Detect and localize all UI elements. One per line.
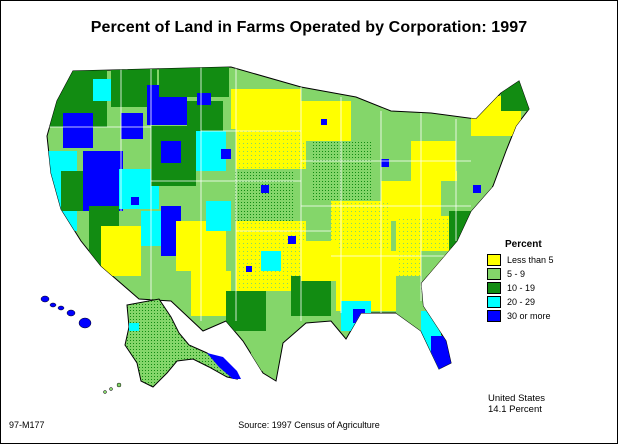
hawaii-region <box>40 295 92 329</box>
map-legend: Percent Less than 5 5 - 9 10 - 19 20 - 2… <box>487 239 567 323</box>
source-note: Source: 1997 Census of Agriculture <box>238 420 380 430</box>
legend-label: 10 - 19 <box>507 283 536 293</box>
legend-label: Less than 5 <box>507 255 554 265</box>
legend-label: 30 or more <box>507 311 551 321</box>
legend-swatch <box>487 268 501 280</box>
hawaii-island <box>66 309 76 317</box>
aleutian-island <box>103 390 107 394</box>
conus-region <box>46 66 530 382</box>
hawaii-island <box>78 317 92 329</box>
legend-swatch <box>487 310 501 322</box>
legend-title: Percent <box>505 239 542 250</box>
us-total-line2: 14.1 Percent <box>488 404 542 415</box>
legend-item: 30 or more <box>487 309 567 323</box>
alaska-region <box>103 298 241 394</box>
hawaii-island <box>57 305 65 311</box>
hawaii-island <box>49 302 57 308</box>
legend-item: Less than 5 <box>487 253 567 267</box>
legend-item: 20 - 29 <box>487 295 567 309</box>
legend-item: 5 - 9 <box>487 267 567 281</box>
state-boundaries <box>47 67 471 321</box>
legend-swatch <box>487 282 501 294</box>
map-title: Percent of Land in Farms Operated by Cor… <box>90 19 528 36</box>
aleutian-island <box>116 382 122 388</box>
legend-label: 5 - 9 <box>507 269 526 279</box>
alaska-panhandle <box>207 353 241 379</box>
alaska-outline <box>124 298 239 388</box>
aleutian-island <box>109 387 113 391</box>
legend-item: 10 - 19 <box>487 281 567 295</box>
hawaii-island <box>40 295 50 303</box>
legend-label: 20 - 29 <box>507 297 536 307</box>
legend-swatch <box>487 254 501 266</box>
map-code: 97-M177 <box>9 420 45 430</box>
legend-swatch <box>487 296 501 308</box>
us-total-note: United States 14.1 Percent <box>488 393 545 415</box>
us-total-line1: United States <box>488 393 546 404</box>
alaska-cyan-area <box>129 323 139 331</box>
